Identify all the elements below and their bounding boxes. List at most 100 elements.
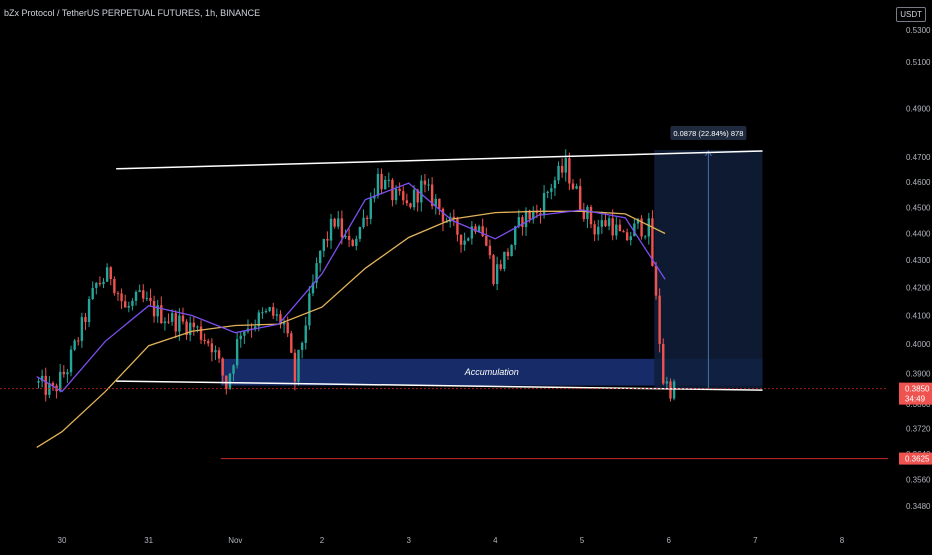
- candle-body[interactable]: [87, 299, 91, 323]
- candle-body[interactable]: [279, 314, 282, 325]
- candle-body[interactable]: [521, 217, 524, 227]
- candle-body[interactable]: [542, 193, 546, 216]
- candle-body[interactable]: [557, 165, 560, 181]
- candle-body[interactable]: [589, 206, 593, 225]
- candle-body[interactable]: [355, 238, 358, 246]
- candle-body[interactable]: [58, 371, 62, 392]
- candle-body[interactable]: [604, 220, 607, 227]
- candle-body[interactable]: [308, 293, 311, 326]
- candle-body[interactable]: [290, 333, 293, 353]
- candle-body[interactable]: [286, 322, 289, 334]
- candle-body[interactable]: [329, 218, 333, 241]
- candle-body[interactable]: [134, 291, 138, 301]
- candle-body[interactable]: [73, 340, 76, 350]
- candle-body[interactable]: [510, 244, 513, 257]
- candle-body[interactable]: [272, 307, 275, 316]
- candle-body[interactable]: [347, 236, 351, 240]
- candle-body[interactable]: [253, 326, 257, 329]
- current-price-tag[interactable]: [899, 382, 932, 405]
- candle-body[interactable]: [174, 313, 177, 332]
- candle-body[interactable]: [297, 349, 300, 382]
- candle-body[interactable]: [564, 158, 567, 173]
- candle-body[interactable]: [597, 226, 600, 235]
- candle-body[interactable]: [261, 312, 264, 314]
- candle-body[interactable]: [362, 217, 365, 228]
- candle-body[interactable]: [625, 232, 629, 241]
- candle-body[interactable]: [470, 226, 474, 239]
- candle-body[interactable]: [571, 183, 575, 189]
- candle-body[interactable]: [196, 326, 199, 328]
- candle-body[interactable]: [640, 218, 643, 237]
- candle-body[interactable]: [113, 278, 116, 294]
- candle-body[interactable]: [185, 321, 188, 336]
- candle-body[interactable]: [98, 282, 102, 285]
- candle-body[interactable]: [232, 365, 235, 374]
- candle-body[interactable]: [188, 322, 192, 336]
- candle-body[interactable]: [586, 206, 589, 220]
- candle-body[interactable]: [282, 322, 286, 325]
- candle-body[interactable]: [77, 340, 80, 342]
- candle-body[interactable]: [600, 220, 604, 227]
- candle-body[interactable]: [239, 335, 242, 340]
- candle-body[interactable]: [358, 227, 362, 239]
- candle-body[interactable]: [550, 188, 553, 192]
- candle-body[interactable]: [405, 200, 409, 204]
- candle-body[interactable]: [528, 210, 531, 220]
- candle-body[interactable]: [152, 300, 156, 317]
- candle-body[interactable]: [459, 234, 463, 245]
- candle-body[interactable]: [452, 216, 456, 219]
- candle-body[interactable]: [84, 317, 87, 323]
- candle-body[interactable]: [62, 371, 66, 375]
- candle-body[interactable]: [380, 173, 383, 190]
- candle-body[interactable]: [217, 350, 221, 359]
- candle-body[interactable]: [485, 236, 488, 246]
- candle-body[interactable]: [636, 218, 640, 224]
- candle-body[interactable]: [441, 208, 445, 222]
- candle-body[interactable]: [539, 213, 542, 216]
- candle-body[interactable]: [300, 342, 304, 350]
- candle-body[interactable]: [123, 301, 127, 308]
- candle-body[interactable]: [69, 349, 73, 373]
- candle-body[interactable]: [477, 226, 481, 232]
- candle-body[interactable]: [268, 307, 271, 311]
- candle-body[interactable]: [553, 180, 557, 189]
- candle-body[interactable]: [178, 315, 181, 332]
- candle-body[interactable]: [647, 218, 651, 237]
- candle-body[interactable]: [66, 372, 69, 375]
- candle-body[interactable]: [665, 381, 669, 384]
- candle-body[interactable]: [423, 180, 427, 185]
- candle-body[interactable]: [91, 287, 94, 300]
- candle-body[interactable]: [160, 305, 163, 324]
- candle-body[interactable]: [492, 255, 495, 285]
- candle-body[interactable]: [275, 314, 279, 316]
- candle-body[interactable]: [383, 179, 387, 190]
- candle-body[interactable]: [445, 221, 448, 223]
- candle-body[interactable]: [629, 236, 632, 241]
- candle-body[interactable]: [142, 290, 145, 299]
- currency-label[interactable]: USDT: [896, 7, 926, 22]
- candle-body[interactable]: [438, 198, 441, 209]
- candle-body[interactable]: [37, 381, 40, 383]
- candle-body[interactable]: [643, 236, 647, 238]
- candle-body[interactable]: [611, 218, 614, 236]
- candle-body[interactable]: [607, 218, 611, 227]
- candle-body[interactable]: [199, 326, 203, 340]
- candle-body[interactable]: [243, 331, 246, 336]
- candle-body[interactable]: [228, 373, 232, 389]
- candle-body[interactable]: [402, 191, 405, 201]
- candle-body[interactable]: [318, 250, 322, 264]
- candle-body[interactable]: [145, 297, 149, 299]
- candle-body[interactable]: [344, 236, 347, 238]
- candle-body[interactable]: [315, 263, 318, 283]
- ref-price-tag[interactable]: [899, 452, 932, 465]
- candle-body[interactable]: [210, 343, 214, 353]
- candle-body[interactable]: [120, 293, 123, 302]
- candle-body[interactable]: [80, 317, 84, 341]
- candle-body[interactable]: [95, 282, 98, 288]
- candle-body[interactable]: [170, 313, 174, 322]
- candle-body[interactable]: [181, 315, 185, 322]
- candle-body[interactable]: [506, 251, 510, 257]
- candle-body[interactable]: [293, 352, 297, 382]
- candle-body[interactable]: [394, 188, 398, 201]
